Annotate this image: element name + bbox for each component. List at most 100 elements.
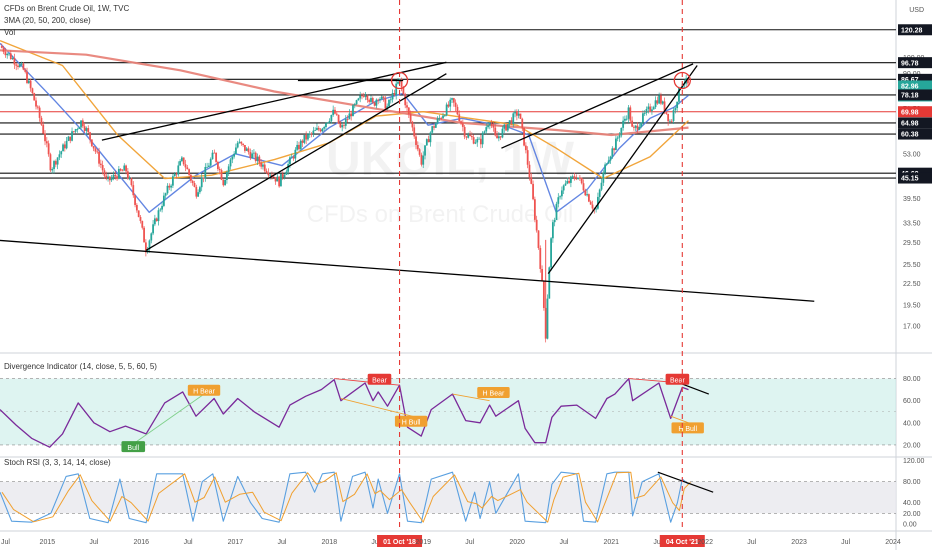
price-candle-body: [321, 128, 324, 132]
price-candle-body: [78, 127, 81, 130]
price-candle-body: [96, 151, 99, 153]
price-candle-body: [251, 153, 254, 159]
price-candle-body: [184, 164, 187, 168]
price-candle-body: [125, 165, 127, 172]
price-candle-body: [20, 63, 23, 65]
price-candle-body: [58, 154, 61, 158]
price-candle-body: [519, 113, 522, 119]
trendline: [501, 63, 694, 149]
price-candle-body: [121, 170, 124, 172]
price-candle-body: [440, 117, 443, 119]
price-candle-body: [112, 174, 115, 178]
trendline: [101, 61, 447, 141]
price-candle-body: [326, 122, 329, 124]
price-candle-body: [442, 115, 444, 119]
price-candle-body: [150, 233, 153, 241]
price-candle-body: [645, 109, 648, 113]
price-candle-body: [60, 151, 63, 155]
price-candle-body: [141, 221, 144, 228]
price-candle-body: [624, 118, 626, 121]
price-candle-body: [651, 109, 653, 111]
price-candle-body: [433, 126, 435, 128]
price-candle-body: [380, 96, 383, 99]
price-candle-body: [323, 127, 326, 129]
price-candle-body: [49, 154, 52, 171]
stoch-axis-tick: 20.00: [903, 511, 921, 518]
price-candle-body: [488, 123, 491, 126]
price-candle-body: [600, 182, 603, 190]
price-candle-body: [542, 280, 545, 308]
price-candle-body: [606, 163, 608, 165]
price-candle-body: [296, 144, 299, 150]
price-candle-body: [597, 196, 599, 209]
price-candle-body: [249, 152, 252, 159]
divergence-line: [670, 415, 689, 424]
divergence-tag-h-bull: [671, 422, 704, 434]
price-candle-body: [474, 142, 477, 144]
price-candle-body: [87, 128, 90, 133]
price-candle-body: [501, 128, 504, 138]
price-candle-body: [591, 204, 594, 209]
price-candle-body: [656, 100, 659, 104]
price-candle-body: [557, 197, 560, 204]
price-candle-body: [667, 113, 670, 122]
price-tag: [898, 89, 932, 101]
time-axis-tick: Jul: [89, 539, 98, 546]
price-candle-body: [44, 133, 46, 142]
time-axis-tick: Jul: [653, 539, 662, 546]
price-candle-body: [103, 170, 106, 176]
price-candle-body: [35, 100, 37, 107]
divergence-tag-bear: [367, 373, 392, 385]
price-candle-body: [244, 145, 246, 151]
price-candle-body: [193, 183, 196, 187]
divergence-axis-tick: 80.00: [903, 376, 921, 383]
price-candle-body: [272, 176, 275, 178]
stoch-axis-tick: 0.00: [903, 521, 917, 528]
vol-legend: Vol: [4, 28, 15, 37]
price-candle-body: [478, 138, 480, 140]
price-candle-body: [330, 114, 333, 121]
time-axis-tick: Jul: [747, 539, 756, 546]
price-candle-body: [188, 169, 190, 175]
price-candle-body: [215, 152, 218, 162]
price-candle-body: [159, 209, 162, 211]
price-tag-label: 96.78: [901, 60, 919, 67]
price-candle-body: [377, 99, 380, 101]
price-candle-body: [200, 177, 203, 188]
price-candle-body: [456, 106, 459, 115]
price-candle-body: [429, 132, 432, 143]
price-candle-body: [9, 53, 12, 60]
price-candle-body: [289, 157, 291, 165]
trendline-layer: [0, 61, 815, 302]
price-candle-body: [11, 57, 14, 60]
price-candle-body: [56, 157, 59, 165]
price-candle-body: [642, 113, 644, 123]
divergence-axis-tick: 60.00: [903, 398, 921, 405]
time-axis-tick: Jul: [184, 539, 193, 546]
price-candle-body: [62, 144, 64, 152]
price-candle-body: [517, 113, 520, 116]
price-candle-body: [4, 51, 7, 56]
price-candle-body: [211, 152, 214, 160]
price-tag: [898, 80, 932, 92]
price-candle-body: [379, 98, 381, 100]
price-tag: [898, 24, 932, 36]
price-tag: [898, 128, 932, 140]
price-candle-body: [242, 143, 245, 146]
price-candle-body: [247, 148, 250, 153]
price-candle-body: [152, 224, 154, 234]
price-candle-body: [613, 148, 616, 151]
price-candle-body: [506, 124, 509, 131]
price-tag: [898, 172, 932, 184]
price-candle-body: [643, 112, 646, 114]
divergence-tag-label: H Bull: [402, 419, 421, 426]
price-candle-body: [307, 134, 309, 140]
price-candle-body: [481, 132, 484, 145]
price-candle-body: [153, 218, 156, 225]
price-candle-body: [139, 217, 142, 222]
ma-200-line: [0, 49, 689, 137]
price-candle-body: [490, 123, 493, 126]
price-candle-body: [339, 123, 342, 128]
price-candle-body: [397, 82, 399, 84]
